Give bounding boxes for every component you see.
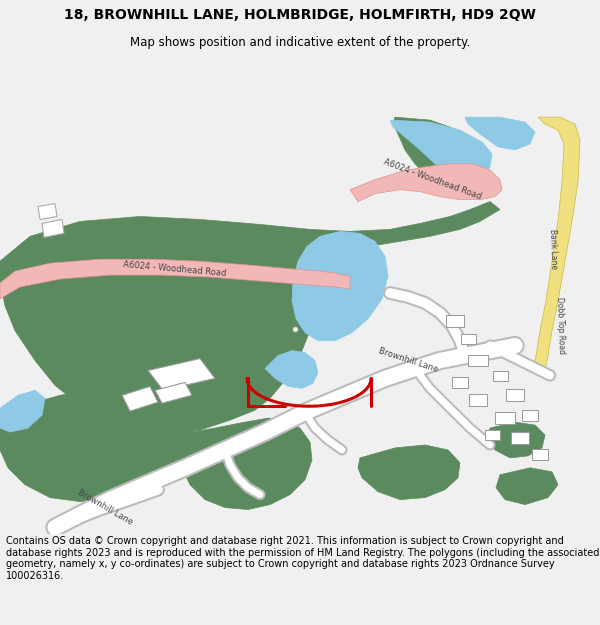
Text: Bank Lane: Bank Lane xyxy=(548,229,558,269)
Text: A6024 - Woodhead Road: A6024 - Woodhead Road xyxy=(123,260,227,278)
Polygon shape xyxy=(38,204,57,219)
Bar xyxy=(468,354,488,366)
Text: A6024 - Woodhead Road: A6024 - Woodhead Road xyxy=(382,158,482,202)
Polygon shape xyxy=(465,117,535,150)
Polygon shape xyxy=(533,117,580,371)
Polygon shape xyxy=(0,259,350,299)
Polygon shape xyxy=(358,445,460,499)
Bar xyxy=(493,371,508,381)
Polygon shape xyxy=(42,219,64,238)
Text: Brownhill Lane: Brownhill Lane xyxy=(76,488,134,527)
Polygon shape xyxy=(292,231,388,341)
Bar xyxy=(452,377,468,388)
Bar xyxy=(446,315,464,327)
Polygon shape xyxy=(265,351,318,388)
Polygon shape xyxy=(350,164,502,202)
Text: Map shows position and indicative extent of the property.: Map shows position and indicative extent… xyxy=(130,36,470,49)
Bar xyxy=(506,389,524,401)
Bar xyxy=(522,410,538,421)
Polygon shape xyxy=(393,117,482,187)
Bar xyxy=(532,449,548,461)
Text: 18, BROWNHILL LANE, HOLMBRIDGE, HOLMFIRTH, HD9 2QW: 18, BROWNHILL LANE, HOLMBRIDGE, HOLMFIRT… xyxy=(64,8,536,22)
Bar xyxy=(511,432,529,444)
Polygon shape xyxy=(122,386,158,411)
Polygon shape xyxy=(148,359,215,391)
Text: Contains OS data © Crown copyright and database right 2021. This information is : Contains OS data © Crown copyright and d… xyxy=(6,536,599,581)
Polygon shape xyxy=(0,202,500,435)
Bar xyxy=(461,334,476,344)
Polygon shape xyxy=(0,391,195,502)
Polygon shape xyxy=(390,120,492,184)
Polygon shape xyxy=(496,468,558,504)
Bar xyxy=(495,412,515,424)
Text: Dobb Top Road: Dobb Top Road xyxy=(554,297,565,354)
Text: Brownhill Lane: Brownhill Lane xyxy=(377,347,439,374)
Bar xyxy=(485,430,499,440)
Bar xyxy=(469,394,487,406)
Polygon shape xyxy=(488,422,545,458)
Polygon shape xyxy=(155,382,192,403)
Polygon shape xyxy=(0,391,45,432)
Polygon shape xyxy=(175,418,312,509)
